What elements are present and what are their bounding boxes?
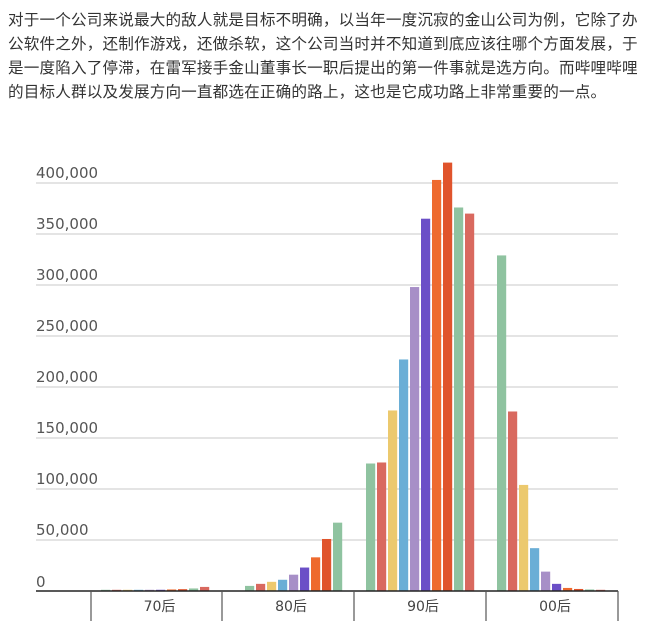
bar: [256, 583, 266, 591]
x-axis: 70后 80后 90后 00后: [36, 590, 619, 621]
x-tick-label: 00后: [539, 599, 571, 615]
y-tick-label: 350,000: [36, 215, 98, 233]
bar: [421, 218, 431, 591]
bars: [101, 162, 606, 592]
bar: [497, 255, 507, 592]
bar: [200, 586, 210, 591]
bar: [530, 548, 540, 591]
y-tick-label: 200,000: [36, 368, 98, 386]
bar: [388, 410, 398, 591]
x-tick-label: 90后: [407, 599, 439, 615]
bar: [454, 207, 464, 592]
bar: [167, 589, 177, 591]
bar: [377, 462, 387, 591]
bar: [267, 581, 277, 591]
bar: [278, 579, 288, 591]
bar: [432, 179, 442, 591]
bar: [189, 588, 199, 591]
y-tick-label: 150,000: [36, 419, 98, 437]
bar: [410, 287, 420, 591]
y-tick-label: 0: [36, 573, 46, 591]
bar: [519, 484, 529, 591]
x-tick-label: 80后: [275, 599, 307, 615]
bar: [465, 213, 475, 591]
bar: [333, 522, 343, 591]
bar: [366, 463, 376, 591]
y-tick-label: 50,000: [36, 521, 89, 539]
y-axis-tick-labels: 0 50,000 100,000 150,000 200,000 250,000 300,0…: [36, 164, 98, 591]
y-tick-label: 300,000: [36, 266, 98, 284]
y-tick-label: 400,000: [36, 164, 98, 182]
bar: [541, 571, 551, 591]
bar: [178, 589, 188, 591]
bar: [322, 538, 332, 591]
bar: [311, 557, 321, 591]
bar: [563, 587, 573, 591]
article-paragraph: 对于一个公司来说最大的敌人就是目标不明确，以当年一度沉寂的金山公司为例，它除了办…: [8, 11, 638, 101]
bar: [399, 359, 409, 591]
bar: [508, 411, 518, 591]
bar: [289, 574, 299, 591]
bar: [574, 588, 584, 591]
y-tick-label: 250,000: [36, 317, 98, 335]
x-tick-label: 70后: [144, 599, 176, 615]
bar: [245, 585, 255, 591]
y-tick-label: 100,000: [36, 470, 98, 488]
bar: [443, 162, 453, 591]
bar: [552, 583, 562, 591]
gridlines: [36, 182, 618, 541]
bar: [585, 589, 595, 591]
bar: [300, 567, 310, 591]
